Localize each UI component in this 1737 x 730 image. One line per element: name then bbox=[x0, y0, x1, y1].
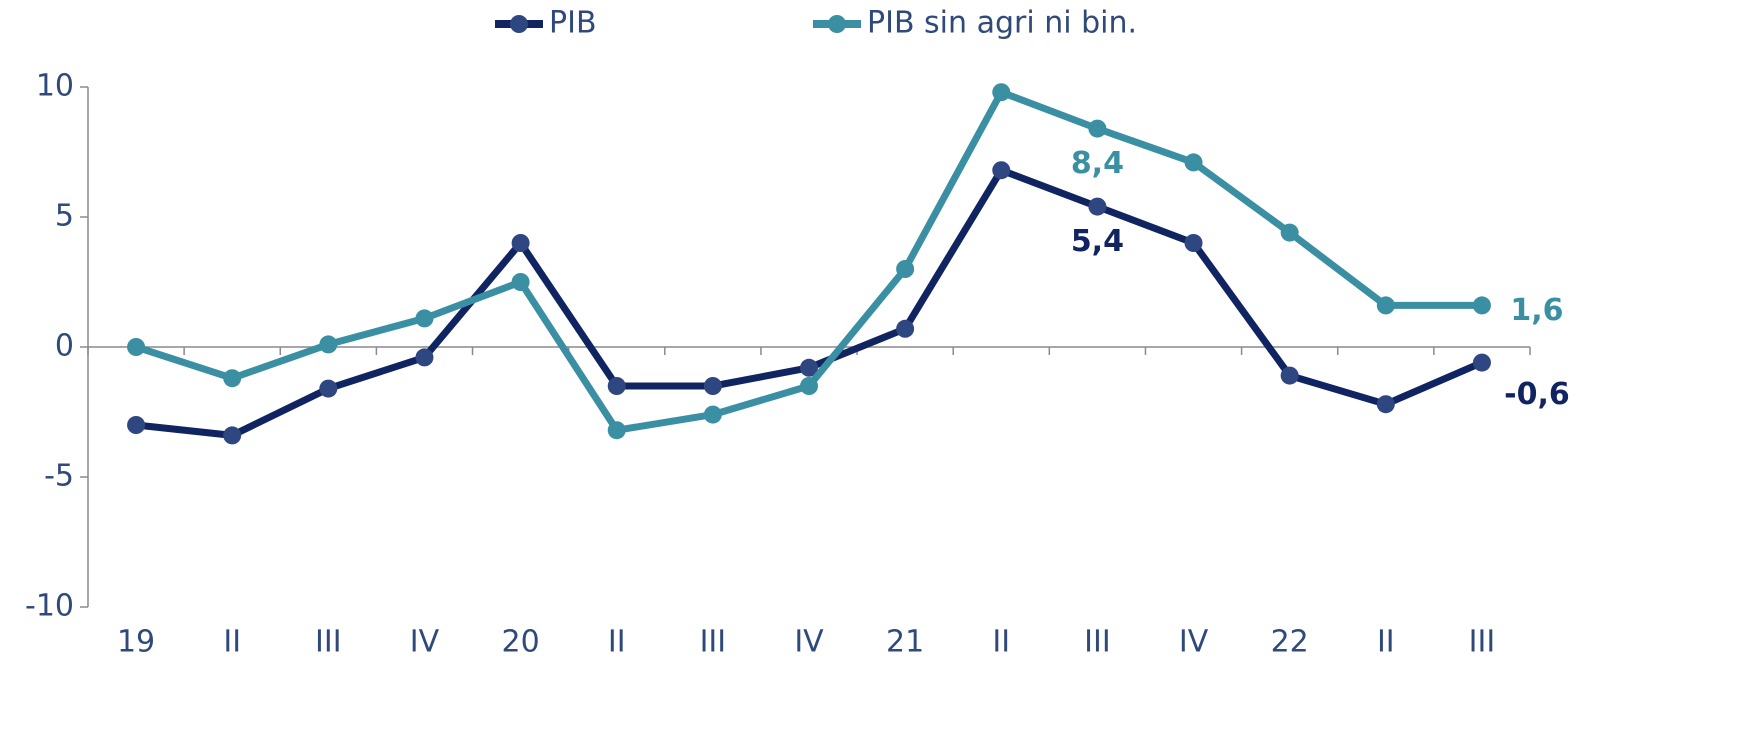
point bbox=[223, 426, 242, 445]
x-tick-label: 20 bbox=[502, 625, 540, 660]
point bbox=[511, 273, 530, 291]
y-tick-label: 10 bbox=[36, 69, 74, 104]
point bbox=[1376, 395, 1395, 414]
data-label: 8,4 bbox=[1071, 146, 1124, 181]
point bbox=[992, 161, 1011, 180]
point bbox=[319, 335, 338, 354]
point bbox=[1280, 223, 1299, 242]
x-tick-label: 22 bbox=[1271, 625, 1309, 660]
point bbox=[1472, 353, 1491, 372]
point bbox=[800, 377, 818, 395]
point bbox=[896, 319, 915, 338]
x-tick-label: 19 bbox=[117, 625, 155, 660]
point bbox=[607, 421, 626, 440]
point bbox=[1088, 197, 1107, 216]
point bbox=[992, 83, 1011, 102]
point bbox=[223, 369, 242, 388]
series-line bbox=[135, 166, 1484, 439]
legend-marker bbox=[828, 15, 846, 33]
legend-label: PIB bbox=[549, 6, 597, 41]
data-label: 5,4 bbox=[1071, 224, 1124, 259]
point bbox=[319, 379, 338, 398]
point bbox=[1472, 296, 1491, 315]
x-tick-label: III bbox=[700, 625, 727, 660]
legend-label: PIB sin agri ni bin. bbox=[867, 6, 1137, 41]
point bbox=[800, 358, 818, 377]
point bbox=[1280, 366, 1299, 385]
legend-marker bbox=[510, 15, 528, 33]
y-tick-label: 5 bbox=[55, 199, 74, 234]
point bbox=[415, 348, 434, 367]
point bbox=[1088, 119, 1107, 138]
point bbox=[1184, 234, 1203, 252]
x-tick-label: II bbox=[1377, 625, 1395, 660]
point bbox=[703, 377, 722, 395]
x-tick-label: IV bbox=[410, 625, 440, 660]
x-tick-label: III bbox=[1084, 625, 1111, 660]
y-tick-label: 0 bbox=[55, 329, 74, 364]
data-label: 1,6 bbox=[1510, 293, 1563, 328]
x-tick-label: II bbox=[608, 625, 626, 660]
x-tick-label: II bbox=[992, 625, 1010, 660]
y-tick-label: -5 bbox=[44, 459, 74, 494]
point bbox=[1376, 296, 1395, 315]
point bbox=[511, 234, 530, 252]
point bbox=[607, 377, 626, 395]
x-tick-label: III bbox=[1469, 625, 1496, 660]
x-tick-label: II bbox=[223, 625, 241, 660]
point bbox=[127, 416, 146, 434]
point bbox=[1184, 153, 1203, 172]
x-tick-label: IV bbox=[794, 625, 824, 660]
point bbox=[415, 309, 434, 328]
data-label: -0,6 bbox=[1504, 377, 1570, 412]
point bbox=[703, 405, 722, 424]
point bbox=[896, 260, 915, 278]
point bbox=[127, 338, 146, 356]
y-tick-label: -10 bbox=[25, 589, 74, 624]
x-tick-label: III bbox=[315, 625, 342, 660]
x-tick-label: 21 bbox=[886, 625, 924, 660]
x-tick-label: IV bbox=[1179, 625, 1209, 660]
